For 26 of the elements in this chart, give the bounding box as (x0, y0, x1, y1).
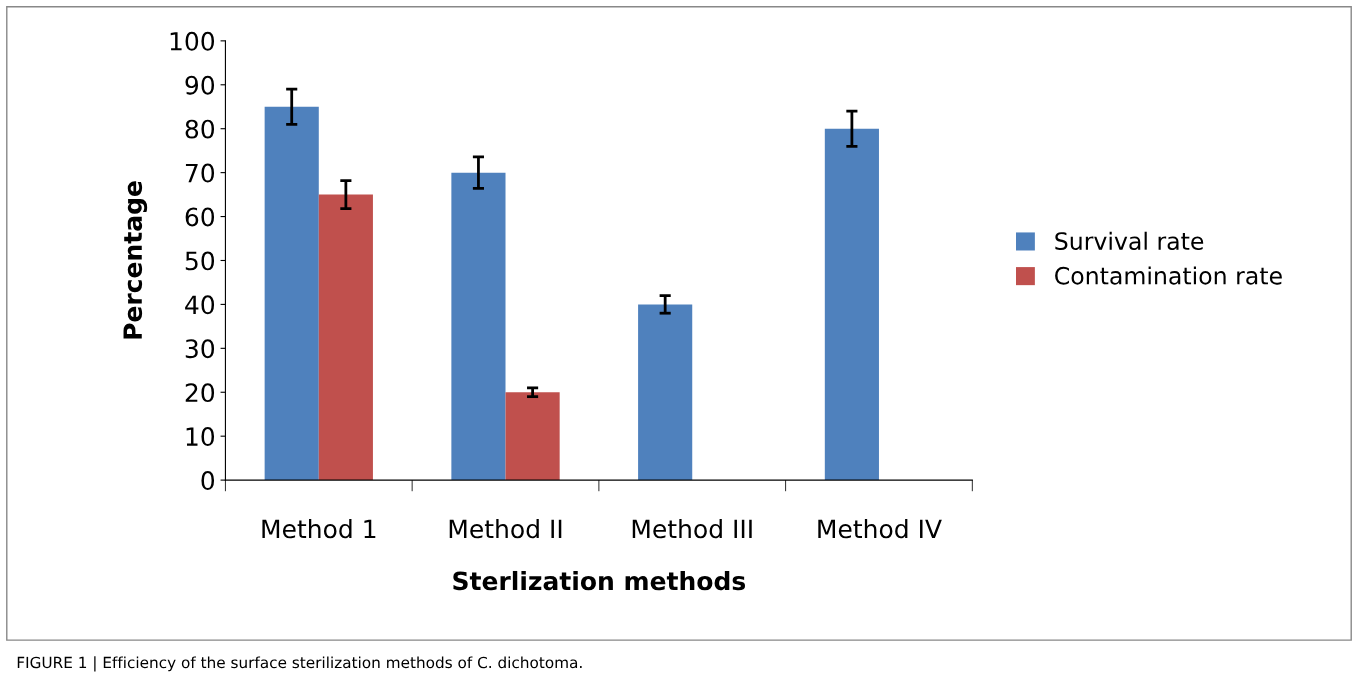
bar (318, 194, 373, 481)
legend-label: Contamination rate (1055, 266, 1282, 285)
x-tick-label: Method II (449, 518, 562, 539)
x-tick-label: Method III (632, 518, 752, 539)
y-tick-label: 70 (185, 163, 215, 183)
y-tick-label: 0 (201, 471, 215, 490)
bar (638, 304, 693, 481)
bar (264, 106, 319, 481)
bar (451, 172, 506, 481)
y-tick-label: 60 (185, 207, 215, 227)
y-tick-label: 10 (186, 427, 215, 447)
x-tick-label: Method 1 (262, 518, 376, 539)
y-tick-label: 100 (170, 31, 215, 51)
legend-label: Survival rate (1055, 231, 1204, 251)
y-tick-label: 40 (185, 295, 215, 315)
y-tick-label: 20 (185, 383, 215, 403)
y-axis-title: Percentage (123, 181, 148, 339)
caption: FIGURE 1 | Efficiency of the surface sterilization methods of C. dichotoma. (17, 656, 582, 672)
bar (505, 392, 560, 481)
x-tick-label: Method IV (818, 518, 942, 539)
y-tick-label: 50 (185, 251, 215, 271)
x-axis-title: Sterlization methods (453, 570, 746, 591)
bar (824, 128, 879, 481)
y-tick-label: 30 (185, 339, 215, 359)
y-tick-label: 80 (185, 119, 215, 139)
y-tick-label: 90 (185, 75, 215, 95)
